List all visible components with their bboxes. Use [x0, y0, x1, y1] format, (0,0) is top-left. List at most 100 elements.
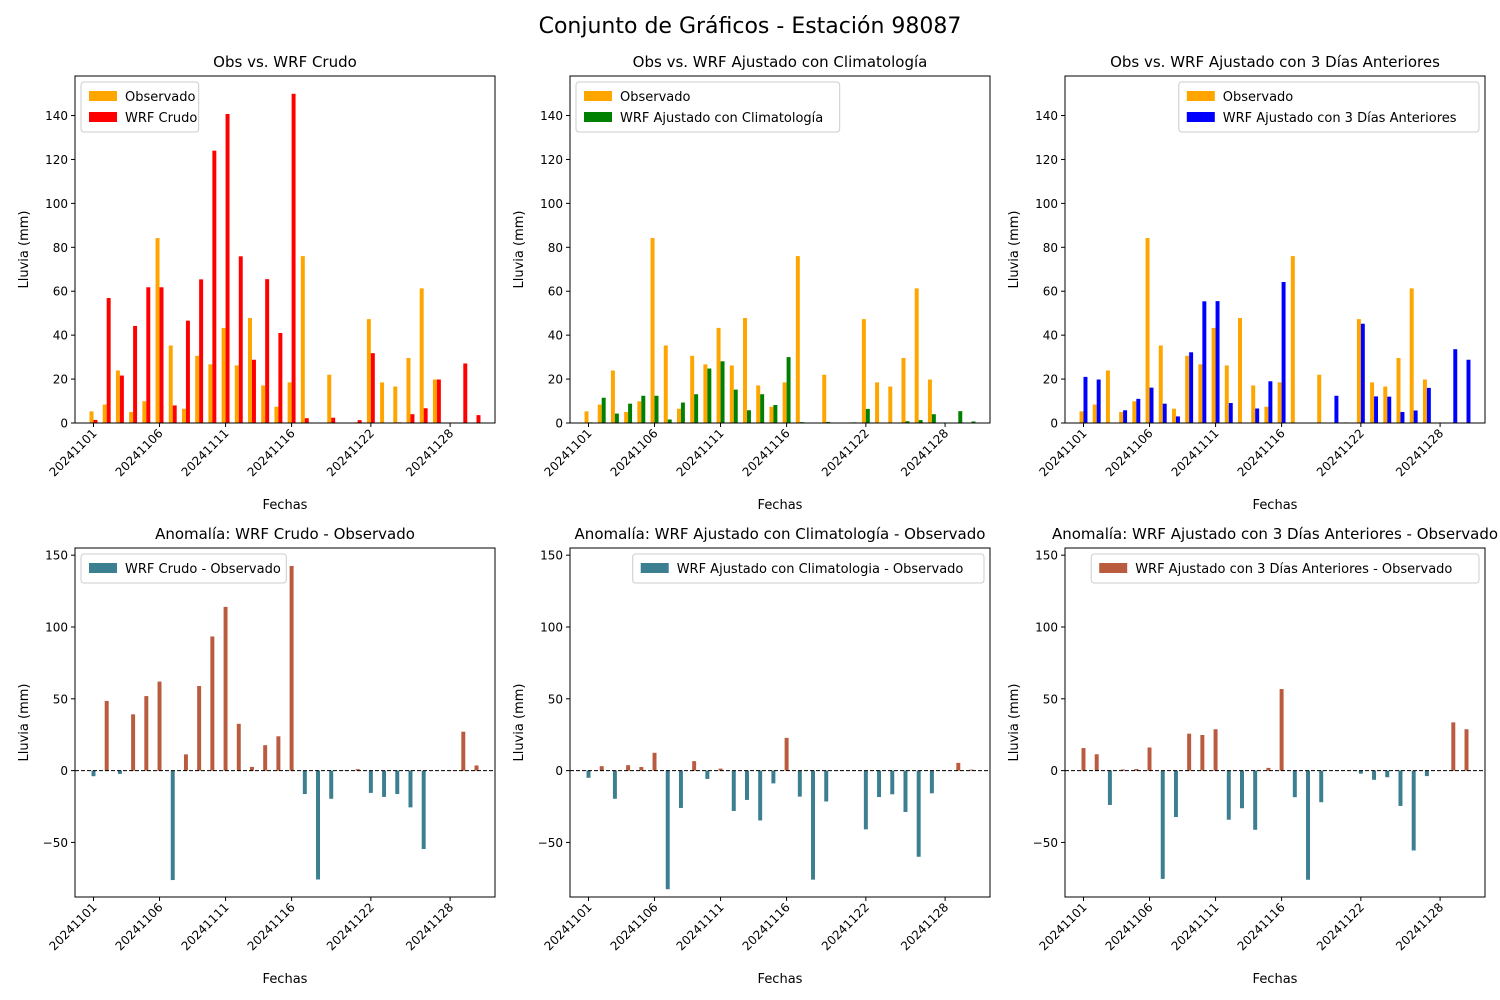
bar — [1083, 376, 1088, 423]
x-tick-label: 20241116 — [245, 900, 298, 953]
bar — [1200, 734, 1205, 771]
bar — [1228, 403, 1233, 423]
legend: Observado WRF Ajustado con Climatología — [575, 81, 841, 133]
x-axis-label: Fechas — [1253, 972, 1298, 987]
bar — [368, 770, 373, 793]
bar — [890, 770, 895, 795]
bar — [1251, 385, 1256, 423]
legend-swatch — [89, 91, 117, 101]
bar — [1240, 770, 1244, 809]
bar — [1162, 403, 1167, 423]
bar — [875, 382, 880, 423]
plot-frame — [569, 547, 991, 898]
y-tick-label: 20 — [53, 373, 68, 387]
y-tick-label: 120 — [1035, 153, 1058, 167]
bar — [1264, 406, 1269, 423]
bar — [1464, 729, 1469, 771]
bar — [408, 770, 413, 808]
legend: WRF Crudo - Observado — [80, 553, 287, 584]
bar — [1173, 770, 1178, 818]
bar — [1281, 282, 1286, 423]
bar — [1171, 408, 1176, 423]
chart-panel-1: Obs vs. WRF Crudo 0 20 40 60 80 100 120 140 20241… — [17, 53, 496, 513]
bar — [703, 364, 708, 423]
y-tick-label: 0 — [1050, 764, 1058, 778]
bar — [395, 770, 400, 795]
bar — [716, 327, 721, 423]
bar — [197, 686, 202, 771]
y-tick-label: 100 — [1035, 197, 1058, 211]
x-tick-label: 20241106 — [1103, 900, 1156, 953]
bar — [117, 770, 122, 774]
bar — [1398, 770, 1403, 806]
legend-label: WRF Crudo — [125, 111, 197, 126]
x-tick-label: 20241122 — [819, 900, 872, 953]
legend-swatch — [584, 91, 612, 101]
bar — [357, 420, 362, 423]
bar — [1383, 386, 1388, 423]
bar — [650, 238, 655, 423]
x-tick-label: 20241101 — [1037, 426, 1090, 479]
bar — [1145, 238, 1150, 423]
bar — [1279, 689, 1284, 771]
bar — [476, 415, 481, 423]
bar — [743, 318, 747, 423]
y-tick-label: 100 — [540, 620, 563, 634]
bar — [329, 770, 334, 799]
y-tick-label: 0 — [555, 764, 563, 778]
bar — [106, 298, 111, 423]
chart-panel-2: Obs vs. WRF Ajustado con Climatología020… — [512, 53, 991, 513]
legend-label: Observado — [1223, 90, 1294, 105]
legend-swatch — [1186, 91, 1215, 101]
x-tick-label: 20241128 — [403, 900, 456, 953]
x-tick-label: 20241101 — [542, 900, 595, 953]
y-tick-label: 0 — [555, 417, 563, 431]
bar — [146, 287, 151, 423]
bar — [291, 93, 296, 423]
bar — [1092, 404, 1097, 423]
bar — [1400, 412, 1405, 423]
plot-frame — [1064, 75, 1486, 424]
bar — [1079, 411, 1084, 423]
chart-title: Obs vs. WRF Ajustado con 3 Días Anterior… — [1110, 53, 1440, 71]
bar — [172, 405, 177, 423]
y-tick-label: 50 — [548, 692, 563, 706]
x-tick-label: 20241101 — [1037, 900, 1090, 953]
bar — [1107, 770, 1112, 805]
bar — [102, 404, 107, 423]
bar — [586, 770, 591, 778]
chart-title: Anomalía: WRF Ajustado con Climatología … — [575, 525, 986, 543]
bar — [370, 353, 375, 423]
bar — [758, 770, 763, 821]
bar — [694, 394, 699, 423]
y-tick-label: −50 — [43, 836, 68, 850]
bar — [274, 406, 279, 423]
bar — [183, 754, 188, 771]
y-tick-label: 40 — [1043, 329, 1058, 343]
bar — [393, 386, 398, 423]
y-tick-label: 120 — [540, 153, 563, 167]
bar — [927, 379, 932, 423]
bar — [1175, 416, 1180, 423]
bar — [129, 412, 134, 423]
bar — [251, 359, 256, 423]
bar — [248, 318, 252, 423]
bar — [1149, 387, 1154, 423]
bar — [265, 279, 270, 423]
bar — [692, 761, 697, 771]
bar — [1185, 355, 1190, 423]
chart-panel-5: Anomalía: WRF Ajustado con Climatología … — [512, 525, 991, 987]
x-axis-label: Fechas — [758, 972, 803, 987]
bar — [170, 770, 175, 881]
x-tick-label: 20241101 — [542, 426, 595, 479]
bar — [1292, 770, 1297, 798]
bar — [1189, 352, 1194, 423]
x-tick-label: 20241111 — [1169, 900, 1222, 953]
chart-panel-3: Obs vs. WRF Ajustado con 3 Días Anterior… — [1007, 53, 1486, 513]
bar — [914, 288, 919, 423]
bar — [91, 770, 96, 777]
bar — [1266, 767, 1271, 771]
bar — [811, 770, 815, 880]
bar — [1356, 319, 1361, 423]
bar — [276, 736, 281, 771]
